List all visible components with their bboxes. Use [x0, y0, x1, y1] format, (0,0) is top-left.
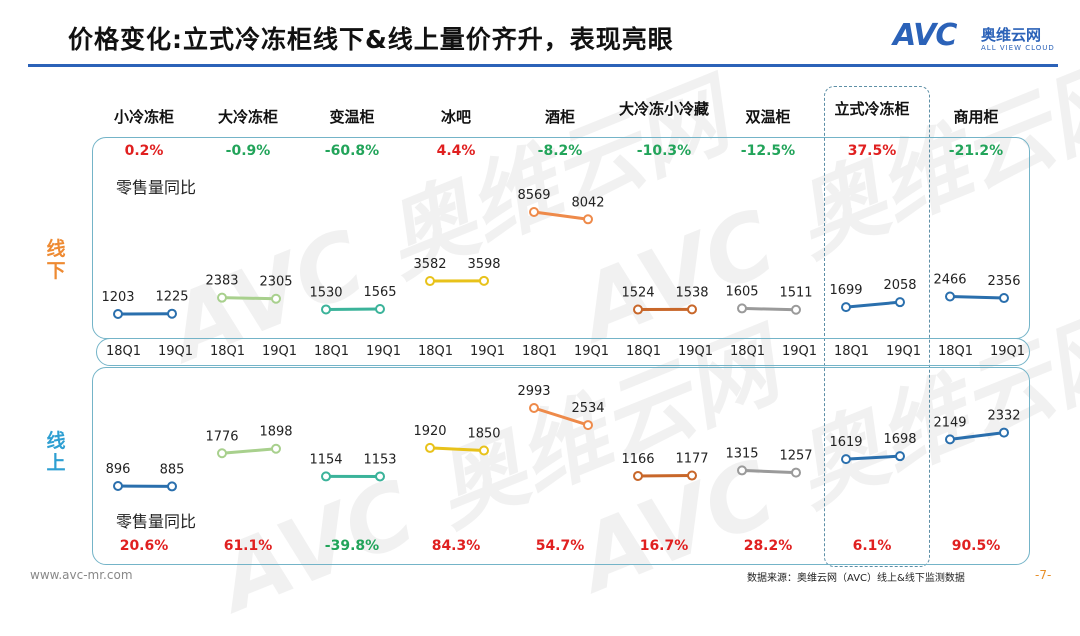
online-data-label: 2149	[933, 415, 966, 430]
online-series-line	[430, 448, 484, 451]
online-point	[168, 482, 176, 490]
online-series-line	[846, 456, 900, 459]
data-source-note: 数据来源：奥维云网（AVC）线上&线下监测数据	[747, 569, 965, 584]
online-data-label: 1920	[413, 424, 446, 439]
page-number: -7-	[1035, 568, 1051, 582]
offline-point	[426, 277, 434, 285]
online-point	[842, 455, 850, 463]
online-data-label: 896	[106, 462, 131, 477]
online-data-label: 1166	[621, 452, 654, 467]
offline-point	[376, 305, 384, 313]
offline-point	[1000, 294, 1008, 302]
online-point	[896, 452, 904, 460]
online-data-label: 1154	[309, 452, 342, 467]
offline-data-label: 1530	[309, 285, 342, 300]
online-data-label: 1257	[779, 449, 812, 464]
offline-series-line	[534, 212, 588, 219]
offline-data-label: 1524	[621, 286, 654, 301]
offline-data-label: 8569	[517, 188, 550, 203]
offline-data-label: 1565	[363, 285, 396, 300]
offline-point	[218, 294, 226, 302]
offline-data-label: 2058	[883, 278, 916, 293]
offline-point	[272, 295, 280, 303]
offline-data-label: 1511	[779, 286, 812, 301]
online-series-line	[742, 470, 796, 472]
offline-point	[946, 293, 954, 301]
online-point	[946, 435, 954, 443]
offline-point	[530, 208, 538, 216]
offline-data-label: 1605	[725, 284, 758, 299]
online-data-label: 1619	[829, 435, 862, 450]
online-point	[1000, 429, 1008, 437]
offline-data-label: 1538	[675, 285, 708, 300]
online-point	[272, 445, 280, 453]
online-data-label: 1177	[675, 452, 708, 467]
online-point	[114, 482, 122, 490]
online-data-label: 2534	[571, 401, 604, 416]
offline-data-label: 1225	[155, 290, 188, 305]
offline-data-label: 2305	[259, 275, 292, 290]
offline-data-label: 8042	[571, 195, 604, 210]
online-data-label: 1898	[259, 425, 292, 440]
offline-point	[114, 310, 122, 318]
offline-point	[634, 306, 642, 314]
online-point	[376, 472, 384, 480]
online-data-label: 2332	[987, 409, 1020, 424]
online-point	[322, 472, 330, 480]
offline-data-label: 3598	[467, 257, 500, 272]
footer-website[interactable]: www.avc-mr.com	[30, 568, 133, 582]
offline-series-line	[742, 308, 796, 309]
online-point	[426, 444, 434, 452]
offline-point	[688, 305, 696, 313]
online-data-label: 1850	[467, 427, 500, 442]
offline-point	[480, 277, 488, 285]
offline-point	[896, 298, 904, 306]
offline-point	[842, 303, 850, 311]
offline-series-line	[222, 298, 276, 299]
offline-point	[792, 306, 800, 314]
online-data-label: 1776	[205, 429, 238, 444]
offline-point	[584, 215, 592, 223]
online-point	[738, 466, 746, 474]
online-data-label: 2993	[517, 384, 550, 399]
chart-plot: 1203 1225 896 885 2383 2305 1776 1898 1530 1565 11…	[0, 0, 1080, 608]
offline-data-label: 2356	[987, 274, 1020, 289]
offline-point	[738, 304, 746, 312]
online-data-label: 885	[160, 462, 185, 477]
online-data-label: 1315	[725, 446, 758, 461]
offline-data-label: 1699	[829, 283, 862, 298]
online-data-label: 1153	[363, 452, 396, 467]
online-data-label: 1698	[883, 432, 916, 447]
online-series-line	[222, 449, 276, 454]
online-point	[530, 404, 538, 412]
offline-series-line	[846, 302, 900, 307]
online-point	[634, 472, 642, 480]
offline-point	[168, 310, 176, 318]
offline-data-label: 3582	[413, 257, 446, 272]
online-series-line	[950, 433, 1004, 440]
offline-data-label: 2383	[205, 274, 238, 289]
online-point	[584, 421, 592, 429]
offline-data-label: 1203	[101, 290, 134, 305]
online-point	[792, 469, 800, 477]
online-point	[688, 472, 696, 480]
offline-point	[322, 305, 330, 313]
offline-data-label: 2466	[933, 273, 966, 288]
offline-series-line	[950, 297, 1004, 299]
online-point	[480, 447, 488, 455]
online-point	[218, 449, 226, 457]
